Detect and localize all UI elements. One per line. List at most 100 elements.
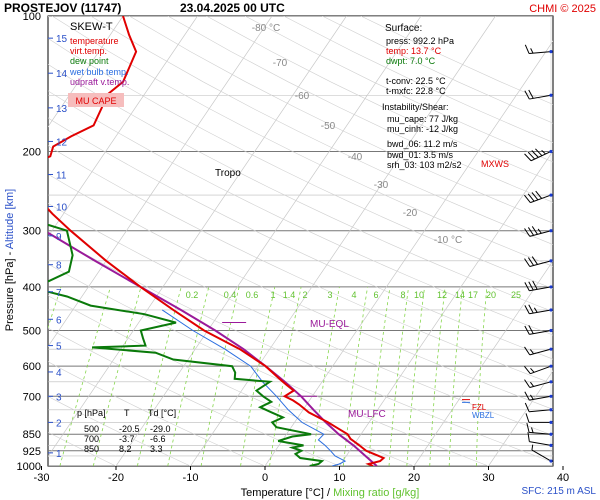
isotherm-label: -10 °C: [434, 235, 462, 246]
wind-barb: [524, 325, 553, 335]
wind-level-dot: [549, 459, 553, 463]
mu-cape-tag: MU CAPE: [75, 96, 116, 106]
mixing-ratio-line: [388, 286, 409, 466]
wind-barb-half: [533, 307, 538, 313]
pressure-tick-label: 700: [23, 391, 41, 403]
mixing-ratio-label: 2: [302, 290, 307, 300]
surface-line: press: 992.2 hPa: [386, 36, 454, 46]
isotherm-line: [563, 16, 600, 466]
wind-barb: [524, 391, 553, 401]
dry-adiabat: [90, 16, 553, 245]
instability-line: srh_03: 103 m2/s2: [387, 160, 462, 170]
altitude-tick-label: 7: [56, 288, 62, 299]
pressure-tick-label: 100: [23, 11, 41, 23]
wind-barb-flag: [528, 89, 534, 99]
wind-barb-flag: [524, 90, 530, 100]
mixing-ratio-label: 0.4: [224, 290, 237, 300]
surface-heading: Surface:: [385, 23, 422, 34]
dew-point-curve: [48, 223, 325, 466]
levels-table-cell: -20.5: [119, 424, 140, 434]
wind-barb: [531, 444, 553, 463]
isotherm-line: [48, 16, 198, 238]
parcel-curve: [48, 231, 378, 466]
altitude-tick-label: 3: [56, 392, 62, 403]
mu-cape-tag-bg: [68, 93, 124, 107]
isotherm-line: [48, 16, 124, 128]
isotherm-line: [488, 370, 553, 466]
wind-barb-flag: [527, 193, 535, 202]
sfc-label: SFC: 215 m ASL: [522, 486, 597, 497]
sounding-curves: [48, 16, 386, 466]
mixing-ratio-line: [448, 286, 463, 466]
dry-adiabat: [48, 361, 266, 466]
wind-barb-flag: [524, 402, 530, 412]
wind-barb: [524, 226, 553, 237]
dry-adiabat: [48, 145, 553, 385]
datetime-title: 23.04.2025 00 UTC: [180, 1, 285, 15]
wet-bulb-curve: [161, 309, 347, 466]
dry-adiabat: [48, 431, 117, 466]
dry-adiabat: [48, 63, 553, 312]
wind-level-dot: [549, 193, 553, 197]
instability-heading: Instability/Shear:: [382, 102, 449, 112]
wind-barb-flag: [528, 281, 534, 291]
temperature-tick-label: 30: [482, 472, 494, 484]
y-axis-title: Pressure [hPa] - Altitude [km]: [4, 189, 16, 331]
wind-barb-half: [529, 349, 535, 355]
x-axis-title-sep: /: [324, 487, 333, 499]
mixing-ratio-label: 3: [327, 290, 332, 300]
mixing-ratio-label: 1.4: [283, 290, 296, 300]
mixing-ratio-label: 17: [468, 290, 478, 300]
wind-barb-flag: [524, 365, 531, 375]
wind-level-dot: [549, 328, 553, 333]
wind-level-dot: [549, 420, 553, 424]
levels-table-cell: -29.0: [150, 424, 171, 434]
dry-adiabat: [48, 117, 553, 360]
temperature-tick-label: 40: [557, 472, 569, 484]
axes: 1002003004005006007008509251000123456789…: [17, 11, 570, 484]
mu-lfc-label: MU-LFC: [348, 409, 386, 420]
temperature-tick-label: -30: [34, 472, 50, 484]
wind-barb-shaft: [529, 409, 552, 413]
temperature-tick-label: -20: [108, 472, 124, 484]
wind-barb: [526, 422, 553, 436]
pressure-tick-label: 400: [23, 282, 41, 294]
isotherm-label: -40: [348, 152, 363, 163]
instability-line: mu_cape: 77 J/kg: [387, 114, 458, 124]
mixing-ratio-label: 8: [400, 290, 405, 300]
wind-barb-half: [541, 149, 546, 155]
wind-barb-flag: [535, 190, 542, 199]
dry-adiabat: [167, 16, 553, 203]
wind-barb-flag: [524, 228, 531, 237]
wind-barb-shaft: [531, 449, 552, 462]
isotherm-line: [48, 16, 273, 348]
isotherm-label: -70: [273, 58, 288, 69]
wind-barb-shaft: [529, 441, 552, 446]
wind-barb-flag: [524, 44, 530, 54]
mixing-ratio-label: 1: [270, 290, 275, 300]
pressure-tick-label: 850: [23, 429, 41, 441]
dry-adiabat: [48, 37, 553, 290]
wind-barb-half: [530, 394, 534, 400]
wind-level-dot: [549, 285, 553, 289]
isotherm-label: -30: [374, 180, 389, 191]
legend-entry: temperature: [70, 36, 119, 46]
altitude-tick-label: 15: [56, 34, 68, 45]
wind-barb: [524, 190, 553, 204]
mixing-ratio-label: 25: [511, 290, 521, 300]
temperature-tick-label: 10: [333, 472, 345, 484]
mixing-ratio-label: 0.2: [186, 290, 199, 300]
legend-entry: udpraft v.temp.: [70, 77, 129, 87]
mixing-ratio-line: [476, 286, 488, 466]
wind-level-dot: [549, 364, 553, 368]
altitude-tick-label: 4: [56, 368, 62, 379]
wind-barb-flag: [524, 379, 531, 388]
wind-barb-flag: [528, 304, 534, 314]
wind-barb-flag: [528, 325, 534, 334]
legend-entry: virt.temp.: [70, 46, 107, 56]
x-axis-title-temp: Temperature [°C]: [241, 487, 324, 499]
wind-barb-half: [531, 444, 534, 451]
surface-line: t-mxfc: 22.8 °C: [386, 86, 446, 96]
wind-barb-flag: [524, 258, 531, 267]
surface-line: dwpt: 7.0 °C: [386, 56, 436, 66]
